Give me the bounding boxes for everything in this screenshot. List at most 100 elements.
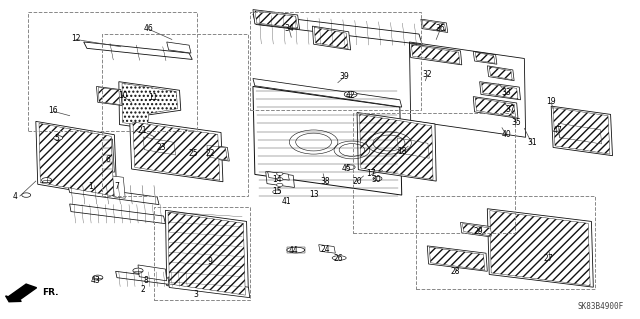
Text: 38: 38 [320,177,330,186]
Polygon shape [312,26,351,50]
Text: 27: 27 [544,254,554,263]
Polygon shape [253,10,300,29]
Polygon shape [116,271,191,287]
Polygon shape [133,122,220,180]
Text: 20: 20 [352,177,362,186]
Bar [353,114,515,233]
Polygon shape [68,185,159,204]
Text: 42: 42 [346,91,355,100]
Text: 12: 12 [71,34,81,43]
Polygon shape [97,86,122,106]
Text: 4: 4 [12,191,17,201]
Polygon shape [205,144,229,161]
Polygon shape [422,20,446,31]
Text: 46: 46 [144,24,154,33]
Polygon shape [481,83,518,99]
Polygon shape [473,97,518,118]
Circle shape [276,183,283,187]
Text: 40: 40 [502,130,511,139]
Ellipse shape [287,247,305,253]
Polygon shape [397,138,429,158]
Polygon shape [36,122,117,197]
Polygon shape [287,247,305,253]
Circle shape [93,275,103,280]
FancyArrow shape [6,284,36,302]
Circle shape [373,176,382,181]
Polygon shape [487,209,593,287]
Text: 22: 22 [205,149,215,158]
Bar [250,12,421,110]
Text: 41: 41 [282,197,292,206]
Text: 25: 25 [189,149,198,158]
Polygon shape [475,52,495,63]
Polygon shape [166,210,248,297]
Ellipse shape [332,256,346,260]
Text: SK83B4900F: SK83B4900F [577,302,623,311]
Text: 35: 35 [512,117,522,127]
Polygon shape [487,66,514,81]
Polygon shape [461,222,493,237]
Text: 11: 11 [148,93,157,102]
Text: 33: 33 [502,88,511,97]
Text: 43: 43 [90,276,100,285]
Polygon shape [138,265,167,281]
Polygon shape [473,51,497,64]
Text: 44: 44 [288,247,298,256]
Polygon shape [141,136,178,156]
Polygon shape [268,172,289,180]
Text: 18: 18 [397,147,406,156]
Polygon shape [490,211,590,286]
Text: 1: 1 [88,182,92,191]
Polygon shape [119,82,180,128]
Polygon shape [207,145,227,160]
Polygon shape [319,245,335,253]
Polygon shape [99,87,120,105]
Polygon shape [168,212,245,295]
Text: 19: 19 [547,97,556,106]
Text: 47: 47 [553,126,563,135]
Text: 7: 7 [115,182,119,191]
Text: 14: 14 [272,175,282,184]
Text: 15: 15 [272,187,282,197]
Text: 10: 10 [118,92,128,100]
Text: 28: 28 [451,267,460,276]
Polygon shape [428,246,487,271]
Polygon shape [100,137,115,172]
Polygon shape [167,42,191,53]
Polygon shape [168,277,250,298]
Text: 32: 32 [422,70,432,79]
Bar [102,34,248,196]
Polygon shape [70,204,166,224]
Text: 16: 16 [48,106,58,115]
Polygon shape [357,113,436,181]
Polygon shape [360,115,433,180]
Circle shape [344,91,357,98]
Circle shape [276,178,283,181]
Polygon shape [253,86,402,195]
Circle shape [22,193,31,197]
Polygon shape [410,44,462,65]
Polygon shape [122,83,177,126]
Text: 29: 29 [474,227,483,236]
Text: 8: 8 [144,276,148,285]
Text: 5: 5 [54,134,60,143]
Polygon shape [266,172,294,188]
Circle shape [133,268,143,273]
Text: 21: 21 [138,126,147,135]
Text: 24: 24 [320,245,330,254]
Polygon shape [479,82,520,100]
Text: 13: 13 [309,190,319,199]
Polygon shape [421,19,448,33]
Polygon shape [475,98,515,117]
Polygon shape [113,176,125,198]
Bar [416,196,595,289]
Polygon shape [314,27,348,49]
Text: 9: 9 [208,257,212,266]
Bar [28,12,197,131]
Polygon shape [255,11,298,28]
Polygon shape [551,106,612,156]
Polygon shape [556,122,604,145]
Polygon shape [558,123,602,144]
Text: 2: 2 [140,285,145,294]
Polygon shape [463,224,492,236]
